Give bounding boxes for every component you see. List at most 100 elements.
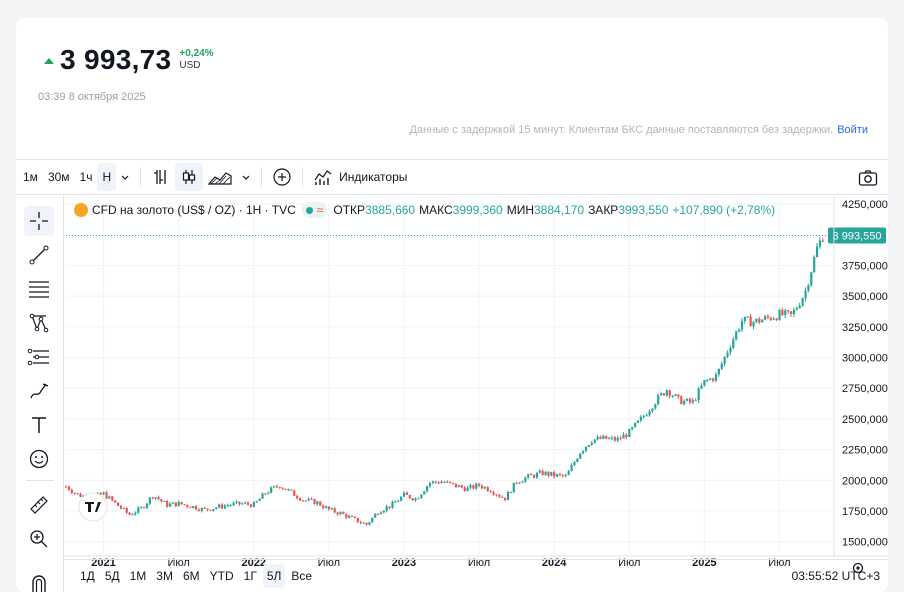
y-tick-label: 3250,000 bbox=[842, 322, 888, 334]
candle-body bbox=[160, 499, 163, 502]
crosshair-icon[interactable] bbox=[24, 206, 54, 236]
login-link[interactable]: Войти bbox=[837, 124, 868, 136]
y-tick-label: 1750,000 bbox=[842, 506, 888, 518]
chart-clock[interactable]: 03:55:52 UTC+3 bbox=[791, 569, 880, 583]
trend-line-icon[interactable] bbox=[24, 240, 54, 270]
interval-week[interactable]: Н bbox=[97, 163, 117, 191]
candle-body bbox=[356, 517, 359, 523]
range-all[interactable]: Все bbox=[291, 569, 313, 583]
candle-body bbox=[76, 493, 79, 495]
brush-icon[interactable] bbox=[24, 376, 54, 406]
candle-body bbox=[688, 398, 692, 403]
candle-body bbox=[818, 240, 822, 247]
candles-chart-icon[interactable] bbox=[175, 163, 204, 191]
candle-body bbox=[573, 461, 576, 466]
chevron-down-icon[interactable] bbox=[116, 163, 134, 191]
candle-body bbox=[674, 394, 677, 396]
candle-body bbox=[665, 390, 668, 396]
candle-body bbox=[428, 482, 432, 487]
market-status-badge[interactable]: ≈ bbox=[301, 202, 328, 218]
bars-chart-icon[interactable] bbox=[147, 163, 175, 191]
text-icon[interactable] bbox=[24, 410, 54, 440]
candle-body bbox=[694, 400, 697, 402]
candle-body bbox=[758, 318, 761, 323]
interval-30m[interactable]: 30м bbox=[47, 170, 70, 184]
area-chart-icon[interactable] bbox=[203, 163, 237, 191]
range-ytd[interactable]: YTD bbox=[209, 569, 234, 583]
range-1d[interactable]: 1Д bbox=[80, 569, 95, 583]
candle-body bbox=[789, 311, 793, 314]
pattern-icon[interactable] bbox=[24, 308, 54, 338]
range-3m[interactable]: 3М bbox=[156, 569, 173, 583]
price-chart[interactable]: 4250,000 3750,000 3500,000 3250,000 3000,000… bbox=[16, 196, 888, 592]
candle-body bbox=[284, 488, 287, 491]
prediction-icon[interactable] bbox=[24, 342, 54, 372]
chart-legend: CFD на золото (US$ / OZ) · 1H · TVC ≈ ОТ… bbox=[74, 202, 775, 218]
candle-body bbox=[639, 416, 642, 421]
x-tick-label: 2025 bbox=[692, 557, 716, 569]
candle-body bbox=[111, 496, 114, 501]
candle-body bbox=[400, 496, 403, 501]
indicators-button[interactable]: Индикаторы bbox=[339, 170, 408, 184]
interval-1m[interactable]: 1м bbox=[23, 170, 38, 184]
candle-body bbox=[651, 408, 654, 412]
candle-body bbox=[105, 492, 108, 499]
candle-body bbox=[449, 481, 452, 483]
candle-body bbox=[561, 474, 565, 476]
candle-body bbox=[636, 420, 640, 423]
candle-body bbox=[729, 347, 732, 353]
magnet-icon[interactable] bbox=[24, 568, 54, 592]
candle-body bbox=[226, 505, 229, 507]
candle-body bbox=[697, 388, 700, 401]
candle-body bbox=[209, 509, 212, 511]
last-price-badge bbox=[828, 227, 886, 244]
symbol-title[interactable]: CFD на золото (US$ / OZ) · 1H · TVC bbox=[92, 203, 296, 217]
candle-body bbox=[700, 385, 703, 389]
candle-body bbox=[218, 504, 221, 508]
range-1y[interactable]: 1Г bbox=[243, 569, 257, 583]
candle-body bbox=[157, 497, 160, 500]
range-5y[interactable]: 5Л bbox=[262, 564, 286, 588]
toolbar-divider bbox=[261, 167, 263, 187]
candle-body bbox=[590, 442, 593, 445]
candle-body bbox=[333, 508, 336, 513]
candle-body bbox=[359, 522, 362, 524]
indicators-icon[interactable] bbox=[309, 163, 337, 191]
interval-1h[interactable]: 1ч bbox=[79, 170, 93, 184]
camera-icon[interactable] bbox=[854, 164, 882, 192]
candle-body bbox=[735, 331, 738, 340]
candle-body bbox=[498, 494, 501, 497]
range-6m[interactable]: 6М bbox=[182, 569, 200, 583]
candle-body bbox=[278, 487, 281, 489]
chevron-down-icon[interactable] bbox=[237, 163, 255, 191]
close-label: ЗАКР bbox=[588, 203, 619, 217]
candle-body bbox=[177, 501, 180, 507]
candle-body bbox=[804, 290, 807, 299]
candle-body bbox=[535, 472, 539, 478]
candle-body bbox=[703, 379, 706, 386]
candle-body bbox=[648, 411, 651, 416]
candle-body bbox=[544, 471, 547, 476]
candle-body bbox=[376, 513, 380, 515]
candle-body bbox=[446, 481, 449, 483]
candle-body bbox=[246, 502, 250, 505]
candle-body bbox=[815, 246, 819, 258]
range-1m[interactable]: 1М bbox=[129, 569, 147, 583]
open-label: ОТКР bbox=[333, 203, 366, 217]
compare-plus-icon[interactable] bbox=[268, 163, 296, 191]
ruler-icon[interactable] bbox=[24, 490, 54, 520]
candle-body bbox=[313, 499, 316, 505]
candle-body bbox=[556, 474, 559, 477]
candle-body bbox=[258, 498, 261, 501]
toolbar-divider bbox=[140, 167, 142, 187]
settings-gear-icon[interactable] bbox=[852, 562, 864, 574]
tool-divider bbox=[26, 480, 54, 481]
candle-body bbox=[761, 319, 764, 323]
candle-body bbox=[73, 492, 76, 494]
candle-body bbox=[434, 481, 437, 483]
candle-body bbox=[128, 512, 131, 515]
zoom-icon[interactable] bbox=[24, 524, 54, 554]
emoji-icon[interactable] bbox=[24, 444, 54, 474]
fib-retracement-icon[interactable] bbox=[24, 274, 54, 304]
range-5d[interactable]: 5Д bbox=[104, 569, 120, 583]
